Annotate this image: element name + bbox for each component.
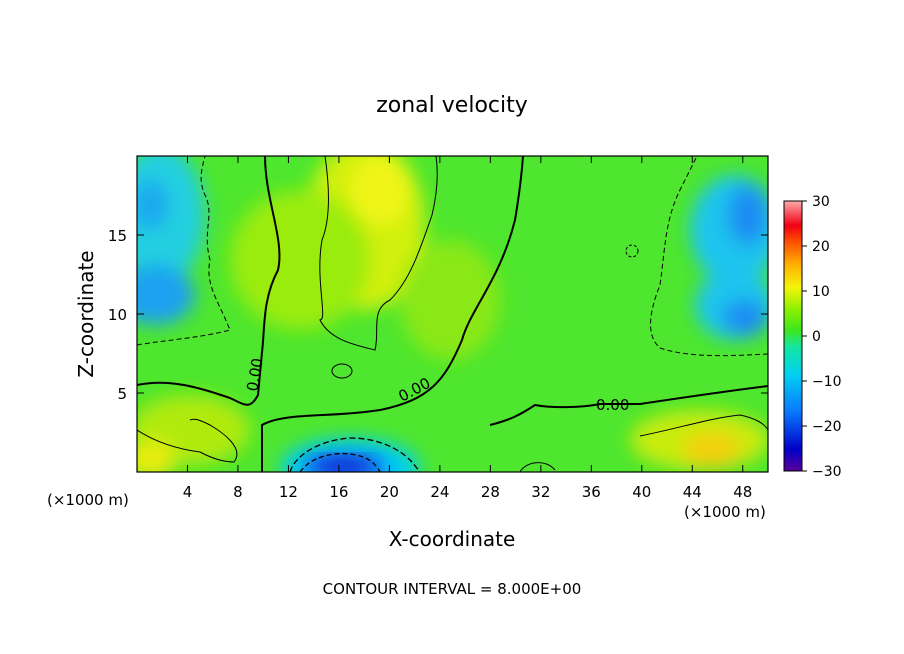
x-tick-label: 32 [531, 483, 550, 501]
x-tick-label: 8 [233, 483, 243, 501]
positive-contour-upper [319, 156, 438, 351]
y-tick-label: 5 [117, 385, 127, 403]
x-tick-label: 24 [430, 483, 449, 501]
x-axis: 4 8 12 16 20 24 28 32 36 40 44 48 [183, 156, 752, 501]
x-tick-label: 16 [329, 483, 348, 501]
contour-interval-note: CONTOUR INTERVAL = 8.000E+00 [323, 580, 582, 598]
positive-contour-lower-left [137, 418, 238, 463]
colorbar-tick-label: 30 [812, 194, 830, 210]
positive-contour-lower-right [639, 414, 768, 437]
positive-contour-small [331, 363, 353, 379]
y-axis: 5 10 15 [108, 227, 768, 403]
colorbar-tick-label: −30 [812, 464, 842, 480]
x-axis-title: X-coordinate [389, 527, 516, 551]
positive-contour-bottom [519, 462, 556, 472]
contour-label: 0.00 [243, 357, 267, 393]
x-tick-label: 12 [279, 483, 298, 501]
x-unit-left: (×1000 m) [47, 491, 129, 509]
negative-contour-small [625, 244, 639, 258]
colorbar-tick-label: 0 [812, 329, 821, 345]
zero-contour-center [261, 156, 524, 472]
negative-contour-right [650, 156, 768, 357]
chart-title: zonal velocity [376, 93, 528, 118]
contour-label: 0.00 [596, 396, 629, 414]
x-tick-label: 4 [183, 483, 193, 501]
x-tick-label: 48 [733, 483, 752, 501]
y-axis-title: Z-coordinate [74, 250, 98, 377]
heatmap-field [137, 156, 768, 472]
colorbar-ticks: 30 20 10 0 −10 −20 −30 [802, 194, 842, 480]
negative-contour-core [299, 452, 381, 472]
x-tick-label: 36 [582, 483, 601, 501]
negative-contour-left [137, 156, 231, 346]
negative-contour-bottom [289, 437, 421, 472]
colorbar-tick-label: −10 [812, 374, 842, 390]
zero-contour-right [489, 385, 768, 426]
x-tick-label: 44 [683, 483, 702, 501]
zero-contour-left [137, 156, 281, 406]
y-tick-label: 15 [108, 227, 127, 245]
colorbar-tick-label: −20 [812, 419, 842, 435]
y-tick-label: 10 [108, 306, 127, 324]
x-unit-right: (×1000 m) [684, 503, 766, 521]
colorbar: 30 20 10 0 −10 −20 −30 [783, 194, 842, 480]
colorbar-gradient [783, 200, 803, 472]
colorbar-tick-label: 10 [812, 284, 830, 300]
colorbar-tick-label: 20 [812, 239, 830, 255]
x-tick-label: 40 [632, 483, 651, 501]
x-tick-label: 20 [380, 483, 399, 501]
contour-lines [137, 156, 768, 472]
x-tick-label: 28 [481, 483, 500, 501]
